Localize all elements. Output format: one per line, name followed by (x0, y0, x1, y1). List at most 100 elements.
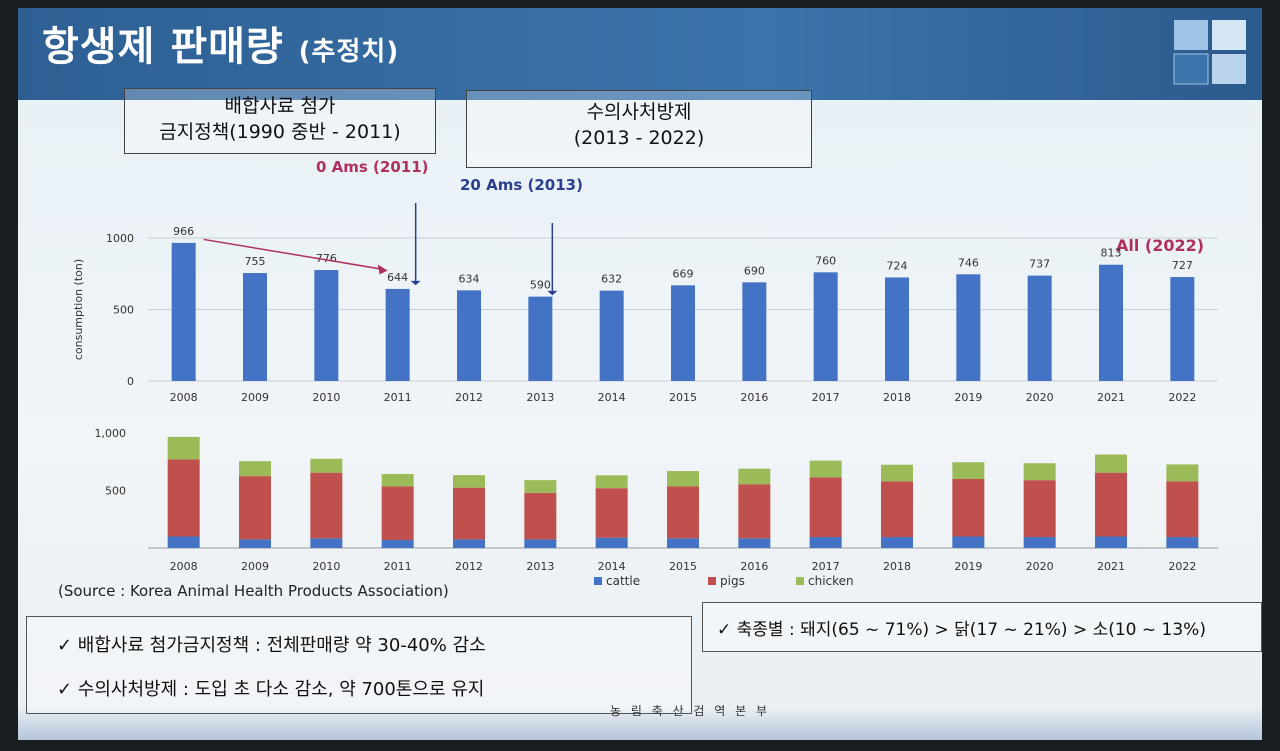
trend-arrow-head (377, 264, 388, 275)
stack-pigs-2019 (952, 479, 985, 537)
y-axis-label: consumption (ton) (72, 259, 85, 360)
x-tick-label-2013: 2013 (526, 391, 554, 404)
corner-squares-icon (1173, 20, 1246, 85)
bar-2019 (956, 274, 981, 381)
x-tick-label-2019: 2019 (954, 391, 982, 404)
policy-box-prescription: 수의사처방제 (2013 - 2022) (466, 90, 812, 168)
policy-box-feed-ban: 배합사료 첨가 금지정책(1990 중반 - 2011) (124, 88, 436, 154)
x-tick-label-2017: 2017 (812, 560, 840, 573)
x-tick-label-2011: 2011 (384, 560, 412, 573)
arrow-2011-head (410, 280, 421, 286)
bar-2013 (528, 296, 553, 381)
bar-2016 (742, 282, 767, 381)
stack-cattle-2013 (524, 539, 557, 548)
x-tick-label-2011: 2011 (384, 391, 412, 404)
annotation-all-2022: All (2022) (1116, 236, 1205, 255)
x-tick-label-2008: 2008 (170, 391, 198, 404)
stack-pigs-2015 (667, 486, 699, 539)
policy-box-1-line1: 배합사료 첨가 (224, 95, 336, 117)
data-label-2014: 632 (601, 273, 622, 286)
y-tick-label: 1,000 (95, 427, 127, 440)
bar-2011 (385, 288, 410, 381)
policy-box-2-line1: 수의사처방제 (586, 101, 692, 123)
stack-chicken-2021 (1095, 454, 1127, 473)
bar-2018 (885, 277, 909, 381)
note-species: ✓ 축종별 : 돼지(65 ~ 71%) > 닭(17 ~ 21%) > 소(1… (717, 620, 1206, 640)
data-label-2013: 590 (530, 279, 551, 292)
data-label-2016: 690 (744, 264, 765, 277)
note-prescription: ✓ 수의사처방제 : 도입 초 다소 감소, 약 700톤으로 유지 (57, 679, 485, 700)
source-note: (Source : Korea Animal Health Products A… (58, 582, 449, 600)
stack-pigs-2008 (167, 459, 200, 537)
x-tick-label-2015: 2015 (669, 391, 697, 404)
legend-swatch-cattle (594, 577, 602, 585)
x-tick-label-2022: 2022 (1168, 560, 1196, 573)
stack-pigs-2009 (239, 476, 271, 540)
x-tick-label-2008: 2008 (170, 560, 198, 573)
footer-org: 농 림 축 산 검 역 본 부 (610, 704, 771, 718)
x-tick-label-2015: 2015 (669, 560, 697, 573)
stack-chicken-2013 (524, 480, 557, 493)
x-tick-label-2016: 2016 (740, 391, 768, 404)
x-tick-label-2021: 2021 (1097, 391, 1125, 404)
stack-chicken-2016 (738, 468, 771, 485)
legend-swatch-chicken (796, 577, 804, 585)
arrow-2013-head (547, 290, 558, 296)
bar-2017 (813, 272, 838, 381)
stack-chicken-2008 (167, 436, 200, 460)
stack-chicken-2015 (667, 471, 699, 487)
trend-arrow-line (203, 238, 384, 271)
data-label-2021: 813 (1101, 247, 1122, 260)
annotation-20-ams-2013: 20 Ams (2013) (460, 176, 583, 194)
stack-pigs-2022 (1166, 481, 1199, 538)
data-label-2009: 755 (245, 255, 266, 268)
x-tick-label-2017: 2017 (812, 391, 840, 404)
stack-cattle-2022 (1166, 537, 1199, 548)
y-tick-label: 1000 (106, 232, 134, 245)
stack-chicken-2018 (881, 464, 913, 482)
stack-pigs-2011 (381, 486, 414, 540)
x-tick-label-2018: 2018 (883, 560, 911, 573)
x-tick-label-2014: 2014 (598, 560, 626, 573)
stack-cattle-2018 (881, 537, 913, 548)
y-tick-label: 500 (105, 485, 126, 498)
stack-chicken-2014 (595, 475, 628, 489)
x-tick-label-2009: 2009 (241, 560, 269, 573)
data-label-2012: 634 (459, 272, 480, 285)
x-tick-label-2013: 2013 (526, 560, 554, 573)
stack-cattle-2014 (595, 537, 628, 548)
bar-2015 (671, 285, 695, 381)
y-tick-label: 500 (113, 304, 134, 317)
stack-cattle-2021 (1095, 536, 1127, 548)
bottom-band (18, 708, 1262, 740)
chart-total-consumption: 0 500 1000 consumption (ton) 966 2008 755 2009 7… (72, 203, 1218, 404)
legend-label-pigs: pigs (720, 574, 745, 588)
data-label-2019: 746 (958, 256, 979, 269)
x-tick-label-2022: 2022 (1168, 391, 1196, 404)
data-label-2008: 966 (173, 225, 194, 238)
stack-chicken-2010 (310, 458, 343, 473)
stack-cattle-2019 (952, 536, 985, 548)
x-tick-label-2016: 2016 (740, 560, 768, 573)
stack-cattle-2010 (310, 538, 343, 548)
x-tick-label-2009: 2009 (241, 391, 269, 404)
stack-cattle-2016 (738, 538, 771, 548)
stack-pigs-2020 (1023, 480, 1056, 538)
x-tick-label-2021: 2021 (1097, 560, 1125, 573)
annotation-0-ams-2011: 0 Ams (2011) (316, 158, 429, 176)
policy-box-2-line2: (2013 - 2022) (573, 127, 705, 149)
chart-species-consumption: 500 1,000 2008 2009 2010 2011 2012 2013 2014 2015… (95, 427, 1218, 588)
notes-box-right: ✓ 축종별 : 돼지(65 ~ 71%) > 닭(17 ~ 21%) > 소(1… (702, 602, 1262, 652)
x-tick-label-2018: 2018 (883, 391, 911, 404)
legend-label-chicken: chicken (808, 574, 854, 588)
data-label-2010: 776 (316, 252, 337, 265)
bar-2021 (1099, 264, 1123, 381)
stack-chicken-2019 (952, 462, 985, 479)
stack-chicken-2009 (239, 461, 271, 477)
notes-box-left: ✓ 배합사료 첨가금지정책 : 전체판매량 약 30-40% 감소 ✓ 수의사처… (26, 616, 692, 714)
stack-cattle-2015 (667, 538, 699, 548)
title-bar: 항생제 판매량 (추정치) (18, 8, 1262, 100)
data-label-2020: 737 (1029, 258, 1050, 271)
data-label-2018: 724 (887, 259, 908, 272)
stack-cattle-2017 (809, 537, 842, 548)
